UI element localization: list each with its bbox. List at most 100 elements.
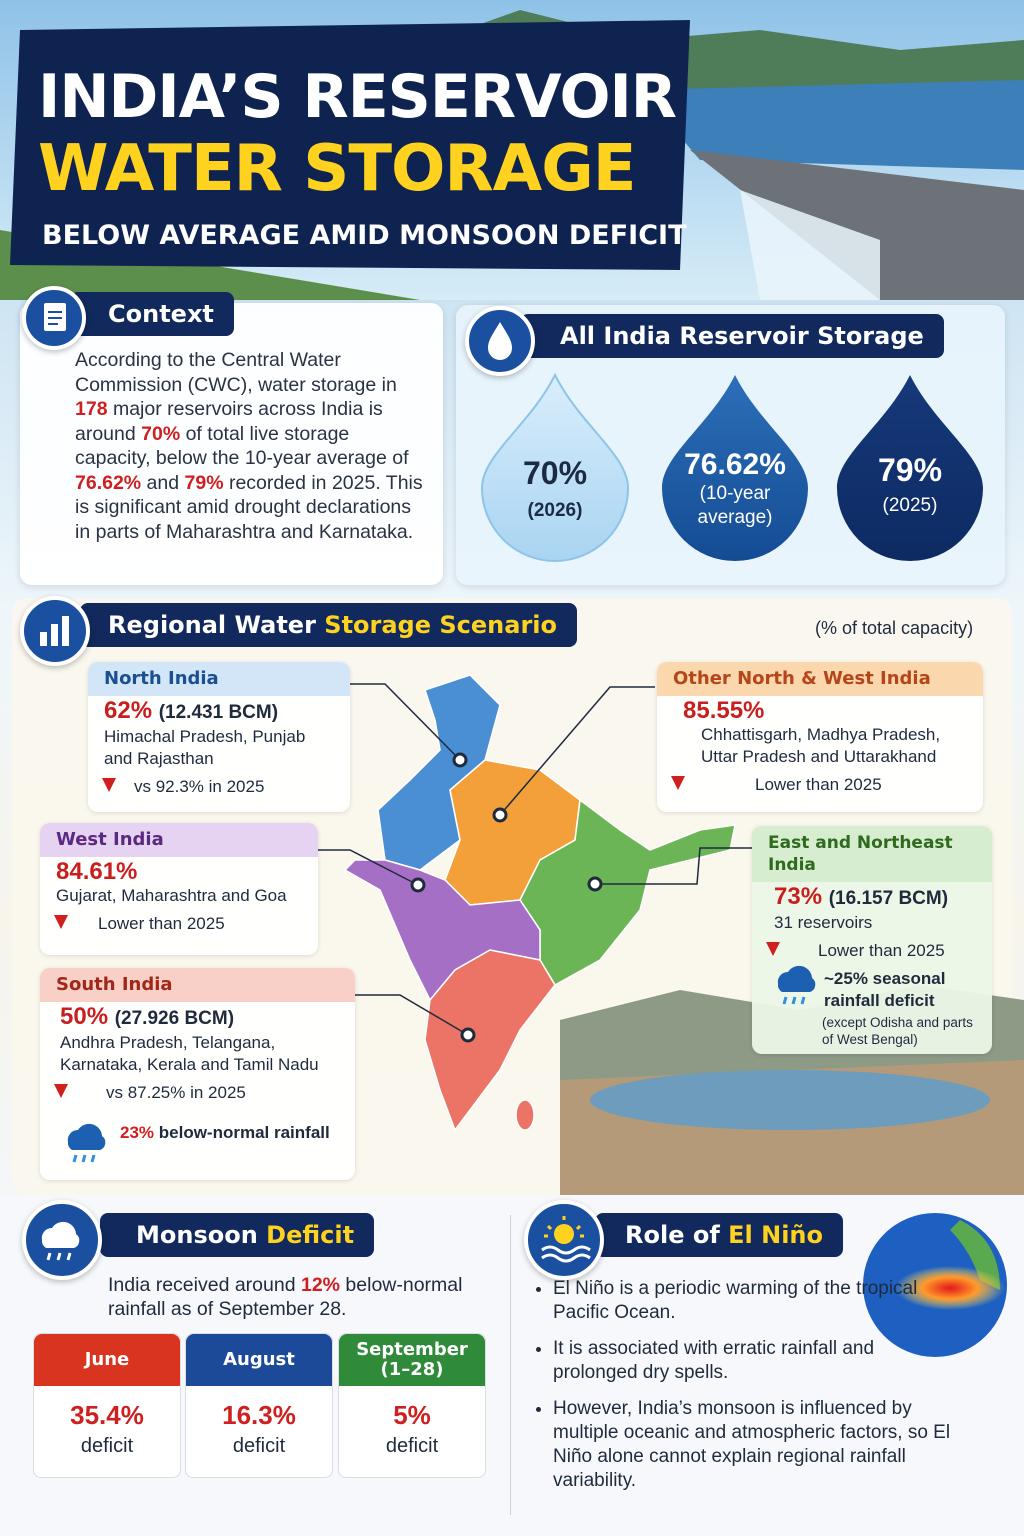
drop-value: 76.62% — [684, 448, 786, 481]
month-card: September (1–28) 5% deficit — [338, 1333, 486, 1478]
drop-text: 79% (2025) — [840, 452, 980, 517]
monsoon-text: India received around 12% below-normal r… — [108, 1273, 488, 1321]
drop-value: 70% — [522, 455, 588, 491]
island — [515, 1099, 535, 1131]
month-label: deficit — [232, 1435, 286, 1457]
month-label: deficit — [385, 1435, 439, 1457]
text: of total live storage capacity, below th… — [75, 422, 409, 470]
region-card: Other North & West India 85.55% Chhattis… — [657, 662, 983, 812]
text: According to the Central Water Commissio… — [75, 349, 397, 396]
month-value: 16.3% — [222, 1400, 296, 1430]
month-name: August — [186, 1334, 332, 1386]
region-value: 50% — [60, 1003, 109, 1030]
region-name: North India — [88, 662, 350, 696]
monsoon-heading: Monsoon Deficit — [100, 1213, 375, 1257]
context-icon — [22, 286, 86, 350]
month-value: 5% — [393, 1400, 431, 1430]
rain-text: below-normal rainfall — [154, 1123, 330, 1142]
rain-icon — [22, 1200, 102, 1280]
region-card: East and Northeast India 73% (16.157 BCM… — [752, 826, 992, 1054]
region-states: 31 reservoirs — [774, 913, 873, 932]
month-label: deficit — [80, 1435, 134, 1457]
month-name: June — [34, 1334, 180, 1386]
drop — [662, 375, 808, 561]
unit-note: (% of total capacity) — [815, 618, 974, 638]
region-card: North India 62% (12.431 BCM) Himachal Pr… — [88, 662, 350, 812]
title-line2: WATER STORAGE — [38, 132, 636, 206]
header-scenery — [0, 0, 1024, 300]
month-card: August 16.3% deficit — [185, 1333, 333, 1478]
region-detail: (12.431 BCM) — [158, 702, 279, 723]
text: and — [141, 471, 185, 494]
region-states: Himachal Pradesh, Punjab and Rajasthan — [104, 727, 306, 768]
india-map — [318, 674, 752, 1132]
heading-text: Role of — [625, 1221, 729, 1249]
bullet: However, India’s monsoon is influenced b… — [553, 1397, 955, 1493]
globe — [863, 1213, 1007, 1357]
context-text: According to the Central Water Commissio… — [75, 348, 425, 544]
text: recorded in 2025. This is significant am… — [75, 471, 423, 543]
context-card — [20, 303, 443, 585]
highlight: 76.62% — [75, 471, 142, 494]
highlight: 178 — [75, 398, 108, 420]
region-comparison: Lower than 2025 — [40, 909, 318, 935]
region-value: 62% — [104, 697, 153, 724]
region-states: Gujarat, Maharashtra and Goa — [56, 886, 287, 905]
highlight: 79% — [184, 471, 224, 494]
rain-note: 23% below-normal rainfall — [40, 1104, 355, 1144]
drop-icon — [465, 306, 535, 376]
region-south — [424, 949, 556, 1132]
divider — [510, 1215, 511, 1515]
storage-drops — [480, 372, 983, 562]
region-value: 84.61% — [56, 858, 138, 885]
region-states: Chhattisgarh, Madhya Pradesh, Uttar Prad… — [701, 725, 941, 766]
el-nino-bullets: El Niño is a periodic warming of the tro… — [535, 1277, 955, 1505]
rain-highlight: 23% — [120, 1123, 155, 1142]
rain-sub: (except Odisha and parts of West Bengal) — [822, 1015, 973, 1047]
region-comparison: Lower than 2025 — [752, 936, 992, 962]
heading-highlight: Deficit — [266, 1221, 355, 1249]
month-value: 35.4% — [70, 1400, 144, 1430]
highlight: 70% — [141, 422, 181, 445]
bullet: El Niño is a periodic warming of the tro… — [553, 1277, 955, 1325]
drop — [837, 375, 983, 561]
title-line1: INDIA’S RESERVOIR — [38, 62, 677, 132]
region-comparison: Lower than 2025 — [657, 770, 983, 796]
rain-icon — [67, 1123, 106, 1163]
region-name: West India — [40, 823, 318, 857]
drop-label: (2026) — [527, 500, 583, 521]
regional-heading: Regional Water Storage Scenario — [80, 603, 577, 647]
text: below-normal rainfall as of September 28… — [108, 1274, 463, 1320]
drop-label: (2025) — [882, 495, 938, 516]
region-comparison: vs 92.3% in 2025 — [88, 772, 350, 798]
context-heading: Context — [70, 292, 234, 336]
region-card: South India 50% (27.926 BCM) Andhra Prad… — [40, 968, 355, 1180]
dry-reservoir-scene — [560, 985, 1024, 1195]
subtitle: BELOW AVERAGE AMID MONSOON DEFICIT — [42, 220, 687, 251]
heading-highlight: Storage Scenario — [324, 611, 557, 639]
heading-text: Regional Water — [108, 611, 325, 639]
highlight: 12% — [300, 1274, 340, 1296]
sun-icon — [524, 1200, 604, 1280]
heading-text: Monsoon — [136, 1221, 267, 1249]
region-name: South India — [40, 968, 355, 1002]
region-east — [519, 798, 736, 987]
text: major reservoirs across India is around — [75, 398, 383, 445]
region-card: West India 84.61% Gujarat, Maharashtra a… — [40, 823, 318, 955]
region-detail: (16.157 BCM) — [828, 888, 949, 909]
bullet: It is associated with erratic rainfall a… — [553, 1337, 955, 1385]
region-comparison: vs 87.25% in 2025 — [40, 1078, 355, 1104]
rain-icon — [777, 965, 816, 1005]
rain-note: ~25% seasonal rainfall deficit — [824, 969, 946, 1010]
region-value: 85.55% — [683, 697, 765, 724]
drop-label: (10-year average) — [697, 483, 773, 528]
chart-icon — [20, 596, 90, 666]
drop-text: 70% (2026) — [480, 455, 630, 522]
region-name: Other North & West India — [657, 662, 983, 696]
drop-value: 79% — [877, 452, 943, 488]
el-nino-heading: Role of El Niño — [595, 1213, 843, 1257]
heading-highlight: El Niño — [728, 1221, 823, 1249]
region-states: Andhra Pradesh, Telangana, Karnataka, Ke… — [60, 1033, 319, 1074]
